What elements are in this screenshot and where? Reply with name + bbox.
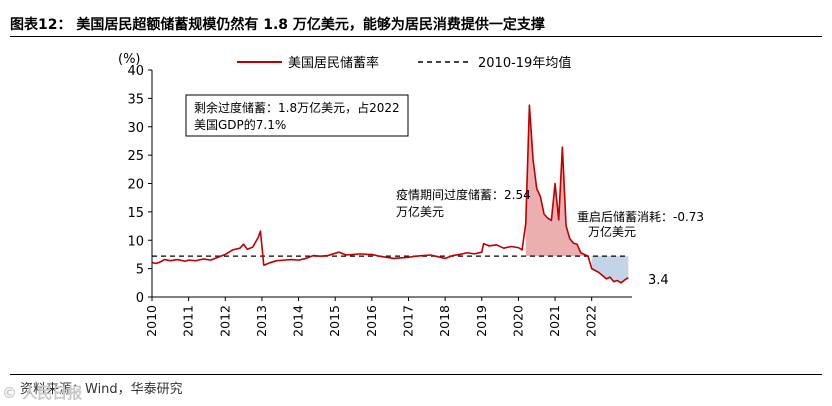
x-tick-label: 2015	[327, 305, 342, 337]
shaded-area-1	[591, 256, 629, 283]
axes	[148, 69, 632, 301]
x-tick-label: 2016	[364, 305, 379, 337]
y-tick-label: 40	[127, 64, 144, 79]
footer-rule	[10, 374, 822, 375]
y-axis-label: (%)	[118, 52, 141, 67]
y-tick-label: 25	[127, 149, 144, 164]
annotation-remaining-2: 美国GDP的7.1%	[194, 117, 286, 132]
x-tick-label: 2019	[474, 305, 489, 337]
chart-title: 图表12： 美国居民超额储蓄规模仍然有 1.8 万亿美元，能够为居民消费提供一定…	[10, 17, 545, 33]
x-tick-label: 2011	[181, 305, 196, 337]
x-tick-label: 2021	[547, 305, 562, 337]
savings-rate-line	[151, 104, 629, 284]
x-tick-label: 2014	[291, 305, 306, 337]
annotation-latest-value: 3.4	[648, 273, 669, 288]
y-tick-label: 20	[127, 178, 144, 193]
annotations: 剩余过度储蓄：1.8万亿美元，占2022 美国GDP的7.1% 疫情期间过度储蓄：2…	[185, 94, 704, 288]
header-rule	[10, 36, 822, 37]
y-tick-label: 0	[136, 291, 144, 306]
y-tick-label: 5	[136, 263, 144, 278]
series-lines	[151, 104, 629, 284]
annotation-reopen-1: 重启后储蓄消耗：-0.73	[577, 209, 704, 224]
source-note: 资料来源：Wind，华泰研究	[20, 382, 183, 397]
y-tick-label: 30	[127, 121, 144, 136]
x-tick-label: 2017	[400, 305, 415, 337]
x-tick-label: 2018	[437, 305, 452, 337]
legend-label-average: 2010-19年均值	[478, 55, 571, 71]
watermark: © 人民日报	[2, 384, 83, 402]
legend-label-savings: 美国居民储蓄率	[288, 55, 379, 71]
annotation-box	[185, 94, 409, 137]
x-tick-label: 2010	[144, 305, 159, 337]
y-tick-label: 10	[127, 234, 144, 249]
x-tick-label: 2012	[217, 305, 232, 337]
x-tick-label: 2022	[584, 305, 599, 337]
chart-header: 图表12： 美国居民超额储蓄规模仍然有 1.8 万亿美元，能够为居民消费提供一定…	[0, 0, 832, 40]
annotation-covid-2: 万亿美元	[396, 204, 444, 219]
annotation-covid-1: 疫情期间过度储蓄：2.54	[396, 187, 531, 202]
annotation-remaining-1: 剩余过度储蓄：1.8万亿美元，占2022	[194, 100, 400, 115]
shaded-area-0	[525, 105, 589, 257]
tick-labels: 0 5 10 15 20 25 30 35 40(%) 2010 2011 2012 2013 2014 2…	[118, 52, 599, 337]
y-tick-label: 35	[127, 92, 144, 107]
shaded-areas	[525, 105, 629, 283]
annotation-reopen-2: 万亿美元	[588, 224, 636, 239]
y-tick-label: 15	[127, 206, 144, 221]
legend: 美国居民储蓄率 2010-19年均值	[237, 55, 571, 71]
x-tick-label: 2013	[254, 305, 269, 337]
x-tick-label: 2020	[510, 305, 525, 337]
